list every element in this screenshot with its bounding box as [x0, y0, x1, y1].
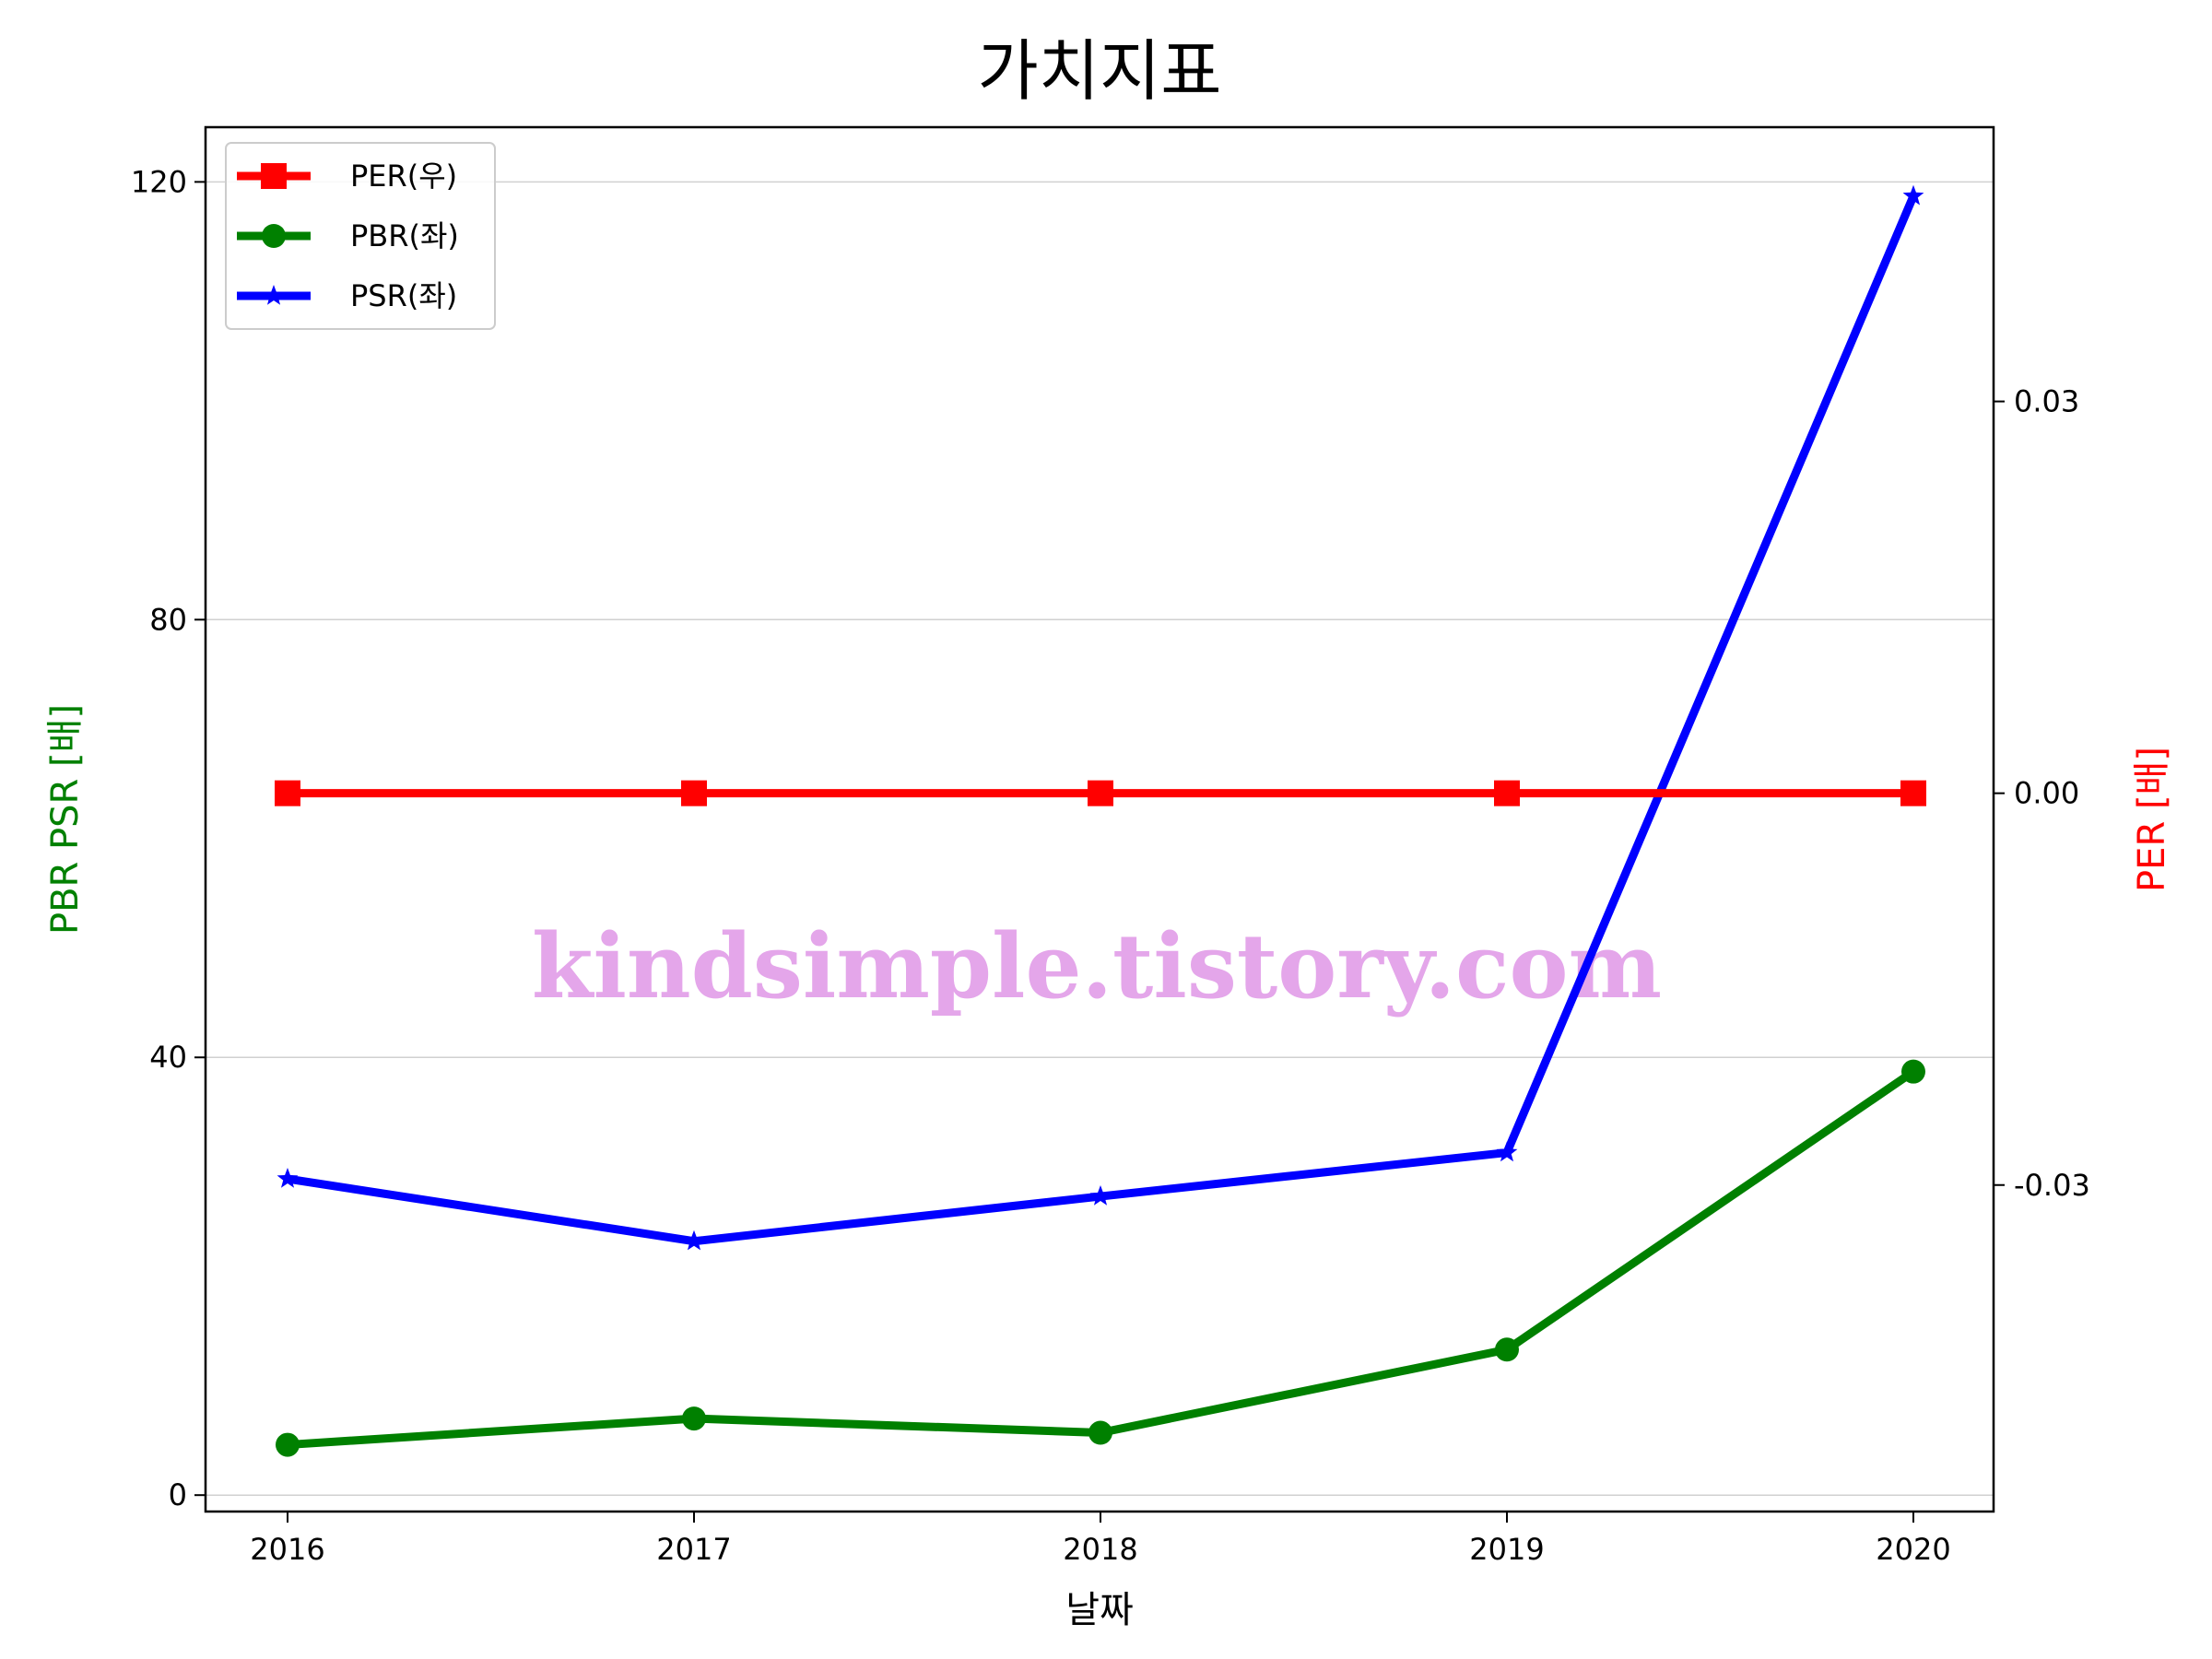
data-point-pbr [1495, 1337, 1519, 1362]
legend-item-pbr: PBR(좌) [237, 218, 459, 253]
y-tick-label-right: 0.00 [2014, 776, 2079, 811]
legend-label-per: PER(우) [350, 159, 457, 194]
y-axis-label-left: PBR PSR [배] [44, 704, 87, 935]
legend-marker-psr [263, 285, 285, 305]
x-tick-label: 2016 [250, 1532, 324, 1567]
legend-marker-pbr [262, 224, 286, 248]
legend-item-psr: PSR(좌) [237, 278, 457, 313]
chart-title: 가치지표 [978, 32, 1222, 110]
data-point-psr [1496, 1141, 1518, 1162]
series-psr [276, 184, 1924, 1251]
y-tick-label-left: 120 [131, 164, 187, 199]
data-point-pbr [1088, 1420, 1112, 1445]
watermark-layer: kindsimple.tistory.com [532, 914, 1662, 1018]
legend-box [225, 142, 496, 330]
axis-layer: 0 40 80 120 -0.03 0.00 0.03 2016 2017 2018 2019 202… [131, 164, 2090, 1567]
legend: PER(우) PBR(좌) PSR(좌) [225, 142, 496, 330]
data-point-per [1900, 780, 1926, 806]
y-tick-label-left: 40 [149, 1040, 187, 1075]
data-point-per [1494, 780, 1520, 806]
data-point-pbr [276, 1432, 300, 1457]
x-axis-label: 날짜 [1065, 1589, 1134, 1631]
legend-label-pbr: PBR(좌) [350, 218, 459, 253]
y-tick-label-left: 80 [149, 602, 187, 637]
grid-layer [206, 181, 1994, 1496]
x-tick-label: 2020 [1876, 1532, 1950, 1567]
series-pbr [276, 1059, 1925, 1457]
data-point-per [1088, 780, 1113, 806]
y-tick-label-left: 0 [169, 1477, 187, 1512]
data-point-pbr [1901, 1059, 1925, 1084]
series-layer [275, 184, 1926, 1457]
data-point-psr [276, 1168, 299, 1188]
x-tick-label: 2018 [1063, 1532, 1137, 1567]
data-point-psr [1902, 184, 1924, 206]
x-tick-label: 2019 [1469, 1532, 1544, 1567]
data-point-per [681, 780, 707, 806]
data-point-per [275, 780, 300, 806]
series-per [275, 780, 1926, 806]
legend-marker-per [261, 163, 287, 189]
y-tick-label-right: 0.03 [2014, 384, 2079, 419]
legend-label-psr: PSR(좌) [350, 278, 457, 313]
data-point-psr [1089, 1185, 1112, 1206]
data-point-pbr [682, 1406, 706, 1431]
watermark-text: kindsimple.tistory.com [532, 914, 1662, 1018]
data-point-psr [683, 1230, 705, 1251]
y-tick-label-right: -0.03 [2014, 1168, 2090, 1203]
legend-item-per: PER(우) [237, 159, 457, 194]
x-tick-label: 2017 [656, 1532, 731, 1567]
y-axis-label-right: PER [배] [2131, 747, 2173, 892]
